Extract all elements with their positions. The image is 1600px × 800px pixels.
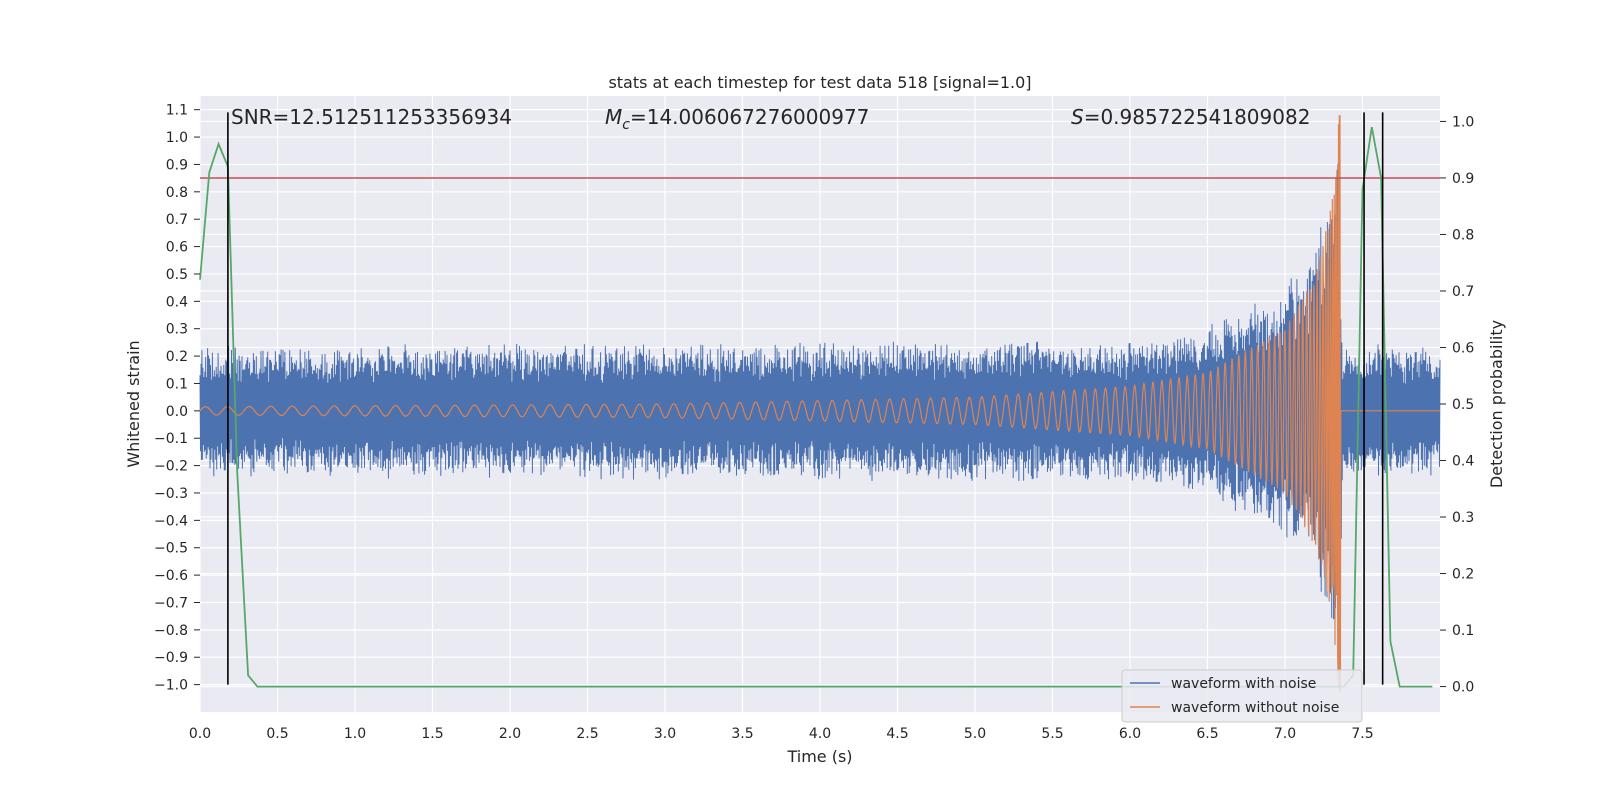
significance-value: =0.985722541809082	[1084, 105, 1311, 129]
y-left-tick-label: 0.0	[166, 404, 188, 420]
x-tick-label: 0.5	[266, 726, 288, 742]
y-right-tick-label: 0.4	[1452, 454, 1474, 470]
series-clean-waveform	[199, 115, 1440, 692]
x-tick-label: 7.0	[1274, 726, 1296, 742]
chirp-mass-subscript: c	[622, 117, 630, 133]
y-left-tick-label: 0.7	[166, 212, 188, 228]
y-left-tick-label: −0.3	[154, 486, 188, 502]
y-left-tick-label: −0.1	[154, 431, 188, 447]
y-right-tick-label: 0.6	[1452, 340, 1474, 356]
y-left-tick-label: −0.9	[154, 650, 188, 666]
y-left-tick-label: −0.4	[154, 513, 188, 529]
x-tick-label: 5.5	[1041, 726, 1063, 742]
y-right-tick-label: 1.0	[1452, 114, 1474, 130]
x-tick-label: 7.5	[1351, 726, 1373, 742]
legend: waveform with noise waveform without noi…	[1121, 669, 1363, 723]
x-tick-label: 4.5	[886, 726, 908, 742]
y-left-tick-label: 0.8	[166, 185, 188, 201]
y-right-tick-label: 0.8	[1452, 227, 1474, 243]
x-tick-label: 0.0	[189, 726, 211, 742]
x-tick-label: 1.5	[421, 726, 443, 742]
y-left-tick-label: 0.3	[166, 322, 188, 338]
y-left-tick-label: 1.0	[166, 130, 188, 146]
legend-label-noise: waveform with noise	[1171, 676, 1316, 692]
x-axis-title: Time (s)	[786, 747, 852, 766]
snr-annotation: SNR=12.512511253356934	[231, 105, 512, 129]
y-left-axis-title: Whitened strain	[124, 340, 143, 467]
y-left-tick-label: −0.8	[154, 623, 188, 639]
y-left-tick-label: 1.1	[166, 103, 188, 119]
y-left-tick-label: 0.5	[166, 267, 188, 283]
x-tick-label: 2.5	[576, 726, 598, 742]
significance-symbol: S	[1071, 105, 1084, 129]
y-right-tick-label: 0.3	[1452, 510, 1474, 526]
y-left-tick-label: 0.9	[166, 157, 188, 173]
y-left-tick-label: 0.1	[166, 376, 188, 392]
x-tick-label: 6.0	[1119, 726, 1141, 742]
y-left-tick-label: −1.0	[154, 678, 188, 694]
y-right-tick-label: 0.0	[1452, 680, 1474, 696]
x-tick-label: 2.0	[499, 726, 521, 742]
y-right-tick-label: 0.2	[1452, 567, 1474, 583]
chart-title: stats at each timestep for test data 518…	[608, 73, 1031, 92]
y-right-tick-label: 0.9	[1452, 171, 1474, 187]
y-right-axis-title: Detection probability	[1487, 320, 1506, 488]
y-right-tick-label: 0.5	[1452, 397, 1474, 413]
y-left-tick-label: 0.4	[166, 294, 188, 310]
y-left-tick-label: −0.5	[154, 541, 188, 557]
x-tick-label: 6.5	[1196, 726, 1218, 742]
ticks: 0.0 0.5 1.0 1.5 2.0 2.5 3.0 3.5 4.0 4.5 5.0 5.5 6.0 6…	[154, 103, 1474, 742]
chirp-mass-value: =14.006067276000977	[630, 105, 869, 129]
legend-box	[1121, 669, 1363, 723]
y-left-tick-label: −0.2	[154, 459, 188, 475]
x-tick-label: 4.0	[809, 726, 831, 742]
x-tick-label: 3.5	[731, 726, 753, 742]
chirp-mass-symbol: M	[605, 105, 622, 129]
series-noisy-waveform	[199, 163, 1441, 632]
chirp-mass-annotation: Mc=14.006067276000977	[605, 105, 869, 133]
y-left-tick-label: 0.6	[166, 240, 188, 256]
legend-label-clean: waveform without noise	[1171, 700, 1339, 716]
x-tick-label: 3.0	[654, 726, 676, 742]
significance-annotation: S=0.985722541809082	[1071, 105, 1310, 129]
y-left-tick-label: −0.7	[154, 595, 188, 611]
x-tick-label: 5.0	[964, 726, 986, 742]
y-right-tick-label: 0.1	[1452, 623, 1474, 639]
x-tick-label: 1.0	[344, 726, 366, 742]
y-left-tick-label: 0.2	[166, 349, 188, 365]
y-right-tick-label: 0.7	[1452, 284, 1474, 300]
y-left-tick-label: −0.6	[154, 568, 188, 584]
